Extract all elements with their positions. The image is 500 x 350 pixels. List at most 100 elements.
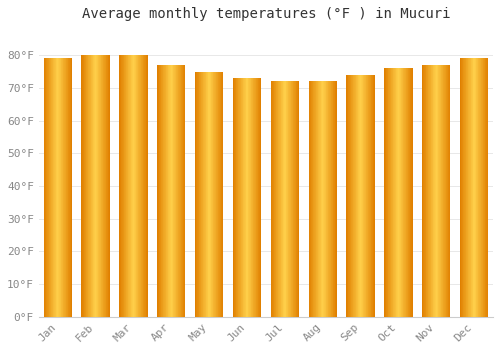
Bar (486, 58, 487, 317)
Bar (162, 65, 163, 317)
Bar (286, 81, 287, 317)
Bar (296, 81, 297, 317)
Bar (355, 75, 356, 317)
Bar (446, 65, 447, 317)
Bar (69, 58, 70, 317)
Bar (141, 55, 142, 317)
Bar (477, 58, 478, 317)
Bar (411, 68, 412, 317)
Bar (245, 78, 246, 317)
Bar (185, 65, 186, 317)
Bar (352, 75, 353, 317)
Bar (440, 65, 441, 317)
Bar (244, 78, 245, 317)
Bar (394, 68, 395, 317)
Bar (128, 55, 129, 317)
Bar (84, 55, 85, 317)
Bar (82, 55, 83, 317)
Bar (437, 65, 438, 317)
Bar (166, 65, 167, 317)
Bar (52, 58, 53, 317)
Bar (49, 58, 50, 317)
Bar (122, 55, 123, 317)
Bar (392, 68, 394, 317)
Bar (126, 55, 127, 317)
Bar (292, 81, 294, 317)
Bar (123, 55, 124, 317)
Bar (334, 81, 335, 317)
Bar (212, 71, 214, 317)
Bar (92, 55, 94, 317)
Bar (424, 65, 425, 317)
Bar (233, 78, 234, 317)
Bar (177, 65, 178, 317)
Bar (214, 71, 215, 317)
Bar (384, 68, 385, 317)
Bar (395, 68, 396, 317)
Bar (438, 65, 439, 317)
Bar (109, 55, 110, 317)
Bar (275, 81, 276, 317)
Bar (298, 81, 299, 317)
Bar (397, 68, 398, 317)
Bar (270, 81, 272, 317)
Bar (134, 55, 135, 317)
Bar (315, 81, 316, 317)
Bar (330, 81, 331, 317)
Bar (58, 58, 59, 317)
Bar (442, 65, 444, 317)
Bar (484, 58, 485, 317)
Bar (120, 55, 122, 317)
Bar (219, 71, 220, 317)
Bar (314, 81, 315, 317)
Bar (57, 58, 58, 317)
Bar (119, 55, 120, 317)
Bar (99, 55, 100, 317)
Bar (146, 55, 147, 317)
Bar (309, 81, 310, 317)
Bar (308, 81, 309, 317)
Bar (165, 65, 166, 317)
Bar (102, 55, 104, 317)
Title: Average monthly temperatures (°F ) in Mucuri: Average monthly temperatures (°F ) in Mu… (82, 7, 450, 21)
Bar (427, 65, 428, 317)
Bar (168, 65, 169, 317)
Bar (465, 58, 466, 317)
Bar (157, 65, 158, 317)
Bar (90, 55, 92, 317)
Bar (222, 71, 224, 317)
Bar (290, 81, 291, 317)
Bar (287, 81, 288, 317)
Bar (96, 55, 97, 317)
Bar (235, 78, 236, 317)
Bar (107, 55, 108, 317)
Bar (410, 68, 411, 317)
Bar (248, 78, 249, 317)
Bar (466, 58, 467, 317)
Bar (66, 58, 67, 317)
Bar (54, 58, 55, 317)
Bar (282, 81, 284, 317)
Bar (250, 78, 252, 317)
Bar (59, 58, 60, 317)
Bar (374, 75, 375, 317)
Bar (86, 55, 87, 317)
Bar (60, 58, 62, 317)
Bar (239, 78, 240, 317)
Bar (100, 55, 102, 317)
Bar (428, 65, 429, 317)
Bar (372, 75, 374, 317)
Bar (71, 58, 72, 317)
Bar (319, 81, 320, 317)
Bar (277, 81, 278, 317)
Bar (142, 55, 144, 317)
Bar (279, 81, 280, 317)
Bar (45, 58, 46, 317)
Bar (448, 65, 449, 317)
Bar (139, 55, 140, 317)
Bar (221, 71, 222, 317)
Bar (386, 68, 387, 317)
Bar (476, 58, 477, 317)
Bar (48, 58, 49, 317)
Bar (184, 65, 185, 317)
